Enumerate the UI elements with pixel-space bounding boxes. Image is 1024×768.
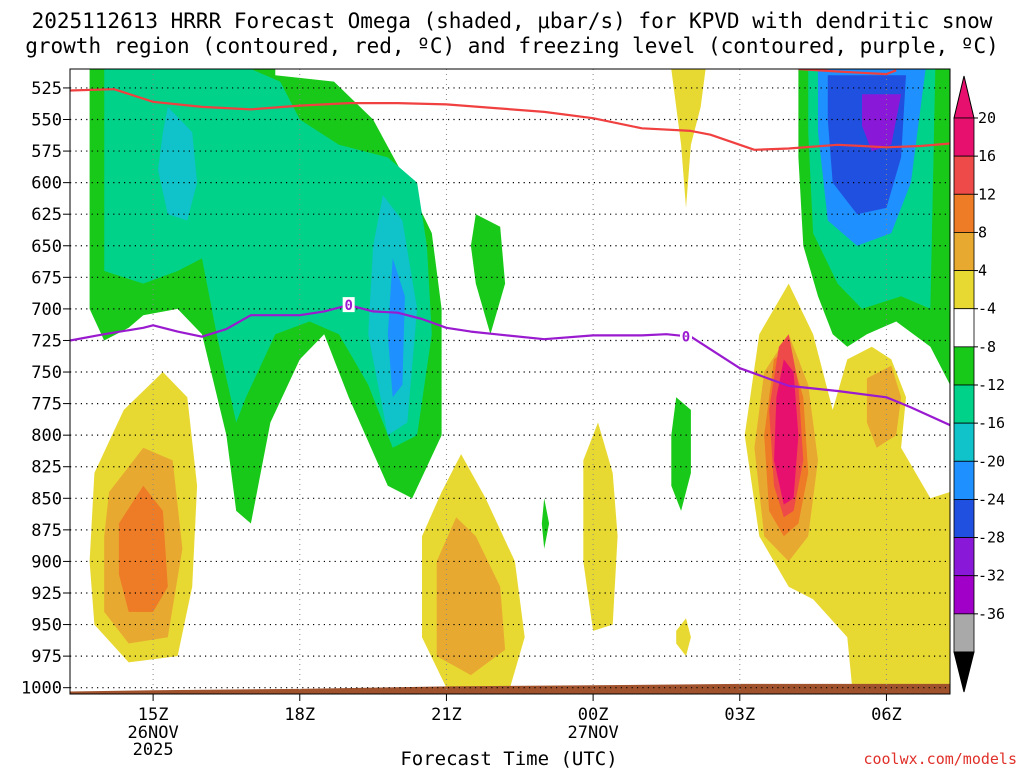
y-tick-label-17: 950 [31, 616, 62, 636]
y-tick-label-1: 550 [31, 111, 62, 131]
colorbar-swatch-5 [953, 308, 975, 348]
colorbar-label-12: -32 [978, 567, 1005, 585]
plot-area: 00 [70, 69, 950, 694]
omega-shading-layer [70, 69, 950, 694]
colorbar-swatch-13 [953, 613, 975, 653]
freezing-label-bg-1 [680, 328, 692, 344]
y-tick-label-9: 750 [31, 363, 62, 383]
colorbar-swatch-9 [953, 460, 975, 500]
x-tick-label-1: 18Z [284, 705, 315, 725]
contour-line-0 [70, 88, 950, 151]
colorbar-swatch-4 [953, 270, 975, 310]
y-axis: 525 550 575 600 625 650 675 700 725 750 775 800 825 8… [21, 79, 70, 699]
y-tick-label-5: 650 [31, 237, 62, 257]
omega-region-27 [70, 683, 950, 694]
y-tick-label-10: 775 [31, 395, 62, 415]
y-tick-label-16: 925 [31, 584, 62, 604]
x-tick-label-2: 21Z [431, 705, 462, 725]
omega-region-20 [671, 69, 706, 208]
colorbar: 20 16 12 8 4 -4 -8 -12 -16 -20 -24 -28 -32 -36 [953, 75, 1005, 693]
freezing-level-label-0: 0 [344, 298, 352, 314]
omega-region-4 [387, 258, 405, 398]
y-tick-label-4: 625 [31, 205, 62, 225]
freezing-level-label-1: 0 [682, 330, 690, 346]
y-tick-label-11: 800 [31, 426, 62, 446]
colorbar-swatch-11 [953, 537, 975, 577]
y-tick-label-14: 875 [31, 521, 62, 541]
x-tick-label-5: 06Z [871, 705, 902, 725]
omega-region-19 [676, 618, 691, 657]
y-tick-label-12: 825 [31, 458, 62, 478]
colorbar-label-7: -12 [978, 376, 1005, 394]
colorbar-label-13: -36 [978, 605, 1005, 623]
y-tick-label-13: 850 [31, 489, 62, 509]
chart-title-line-2: growth region (contoured, red, ºC) and f… [25, 34, 999, 58]
omega-region-26 [866, 365, 902, 448]
y-tick-label-6: 675 [31, 268, 62, 288]
x-tick-label-4: 03Z [724, 705, 755, 725]
omega-region-2 [158, 106, 198, 221]
y-tick-label-18: 975 [31, 647, 62, 667]
colorbar-label-8: -16 [978, 414, 1005, 432]
x-tick-year-0: 2025 [133, 740, 174, 760]
colorbar-swatch-7 [953, 384, 975, 424]
colorbar-label-1: 16 [978, 147, 996, 165]
y-tick-label-2: 575 [31, 142, 62, 162]
contour-line-2 [70, 304, 950, 427]
x-axis-label: Forecast Time (UTC) [400, 748, 617, 768]
omega-region-15 [118, 485, 168, 612]
colorbar-label-0: 20 [978, 109, 996, 127]
x-tick-date-0: 26NOV [128, 723, 179, 743]
omega-region-5 [470, 214, 506, 335]
y-tick-label-7: 700 [31, 300, 62, 320]
colorbar-swatch-8 [953, 422, 975, 462]
x-tick-date-3: 27NOV [568, 723, 619, 743]
y-tick-label-8: 725 [31, 331, 62, 351]
colorbar-label-11: -28 [978, 529, 1005, 547]
grid-layer [70, 69, 950, 694]
credit-text: coolwx.com/models [863, 750, 1017, 768]
freezing-label-bg-0 [342, 297, 355, 313]
contour-line-layer: 00 [70, 69, 950, 427]
colorbar-swatch-12 [953, 575, 975, 615]
y-tick-label-15: 900 [31, 552, 62, 572]
omega-region-17 [436, 517, 506, 676]
y-tick-label-19: 1000 [21, 679, 62, 699]
colorbar-label-5: -4 [978, 300, 996, 318]
x-tick-label-3: 00Z [578, 705, 609, 725]
y-tick-label-0: 525 [31, 79, 62, 99]
colorbar-label-10: -24 [978, 490, 1005, 508]
x-tick-label-0: 15Z [138, 705, 169, 725]
colorbar-under-arrow [953, 651, 975, 693]
colorbar-label-9: -20 [978, 452, 1005, 470]
colorbar-over-arrow [953, 75, 975, 119]
colorbar-swatch-10 [953, 499, 975, 538]
y-tick-label-3: 600 [31, 174, 62, 194]
omega-region-18 [583, 422, 618, 631]
colorbar-swatch-0 [953, 117, 975, 157]
omega-region-25 [774, 359, 799, 505]
omega-region-7 [541, 498, 550, 549]
colorbar-label-3: 8 [978, 223, 987, 241]
colorbar-swatch-1 [953, 155, 975, 195]
colorbar-swatch-3 [953, 232, 975, 271]
plot-frame [69, 68, 951, 695]
chart-title-line-1: 2025112613 HRRR Forecast Omega (shaded, … [32, 9, 993, 33]
colorbar-swatch-2 [953, 193, 975, 233]
omega-region-12 [862, 94, 902, 152]
colorbar-label-4: 4 [978, 262, 987, 280]
contour-line-1 [798, 69, 897, 76]
omega-region-6 [671, 397, 691, 511]
colorbar-label-6: -8 [978, 338, 996, 356]
colorbar-label-2: 12 [978, 185, 996, 203]
colorbar-swatch-6 [953, 346, 975, 386]
